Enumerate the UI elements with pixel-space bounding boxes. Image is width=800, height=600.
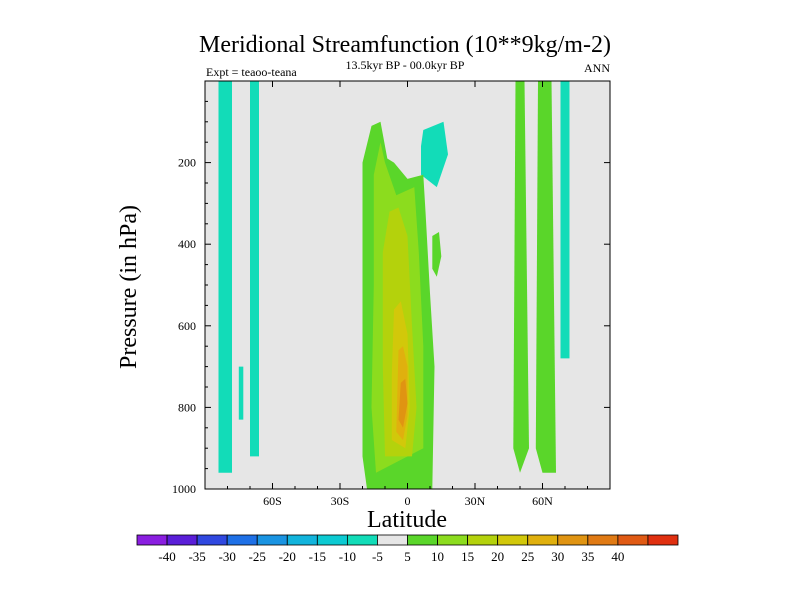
x-tick-label: 60S: [263, 494, 282, 508]
y-tick-label: 200: [178, 156, 196, 170]
colorbar-label: 5: [404, 549, 411, 564]
colorbar-label: 35: [581, 549, 594, 564]
x-tick-label: 60N: [532, 494, 553, 508]
colorbar-label: -35: [188, 549, 205, 564]
colorbar-label: -20: [279, 549, 296, 564]
y-axis: 200 400 600 800 1000: [172, 100, 610, 496]
colorbar-label: -30: [218, 549, 235, 564]
x-axis-label: Latitude: [367, 507, 447, 533]
colorbar-label: 15: [461, 549, 474, 564]
contour-region-nh-band-a: [513, 81, 529, 473]
contour-region-nh-small-mid: [432, 232, 442, 277]
season-label: ANN: [584, 61, 610, 75]
colorbar-swatch: [166, 534, 198, 546]
y-tick-label: 400: [178, 237, 196, 251]
colorbar-swatch: [256, 534, 288, 546]
colorbar-label: -5: [372, 549, 383, 564]
x-tick-label: 30N: [465, 494, 486, 508]
y-tick-label: 600: [178, 319, 196, 333]
colorbar-swatch: [467, 534, 499, 546]
colorbar-swatch: [557, 534, 589, 546]
colorbar-swatch: [346, 534, 378, 546]
colorbar-label: -10: [339, 549, 356, 564]
colorbar-label: 10: [431, 549, 444, 564]
x-tick-label: 30S: [331, 494, 350, 508]
colorbar-swatch: [527, 534, 559, 546]
colorbar: -40 -35 -30 -25 -20 -15 -10 -5 5 10 15 20 25 30 35 40: [136, 534, 679, 564]
contour-region-nh-polar-band: [560, 81, 570, 359]
contour-region-nh-upper-negative: [421, 121, 448, 188]
colorbar-swatch: [437, 534, 469, 546]
x-axis: 60S 30S 0 30N 60N: [227, 81, 588, 508]
experiment-label: Expt = teaoo-teana: [206, 65, 297, 79]
colorbar-label: 30: [551, 549, 564, 564]
colorbar-label: 20: [491, 549, 504, 564]
contour-region-tropical-cell-30: [398, 378, 408, 428]
colorbar-swatch: [136, 534, 168, 546]
colorbar-label: -15: [309, 549, 326, 564]
y-tick-label: 1000: [172, 482, 196, 496]
colorbar-swatch: [196, 534, 228, 546]
contour-region-sh-midlat-band: [250, 81, 259, 457]
contour-region-sh-polar-band: [218, 81, 232, 473]
x-tick-label: 0: [405, 494, 411, 508]
y-axis-label: Pressure (in hPa): [116, 205, 142, 369]
colorbar-swatch: [316, 534, 348, 546]
colorbar-swatch: [407, 534, 438, 546]
chart-subtitle: 13.5kyr BP - 00.0kyr BP: [346, 58, 465, 72]
colorbar-swatch: [286, 534, 318, 546]
colorbar-label: 25: [521, 549, 534, 564]
y-tick-label: 800: [178, 400, 196, 414]
colorbar-label: 40: [611, 549, 624, 564]
contour-region-nh-band-b: [535, 81, 556, 473]
colorbar-swatch: [226, 534, 258, 546]
colorbar-label: -40: [158, 549, 175, 564]
chart-title: Meridional Streamfunction (10**9kg/m-2): [199, 32, 611, 58]
colorbar-swatch: [497, 534, 529, 546]
colorbar-swatch: [587, 534, 619, 546]
colorbar-swatch: [647, 534, 679, 546]
contour-regions: [218, 81, 570, 490]
colorbar-swatch: [617, 534, 649, 546]
contour-region-sh-thin-band: [238, 366, 244, 420]
colorbar-label: -25: [249, 549, 266, 564]
colorbar-swatch: [377, 534, 408, 546]
